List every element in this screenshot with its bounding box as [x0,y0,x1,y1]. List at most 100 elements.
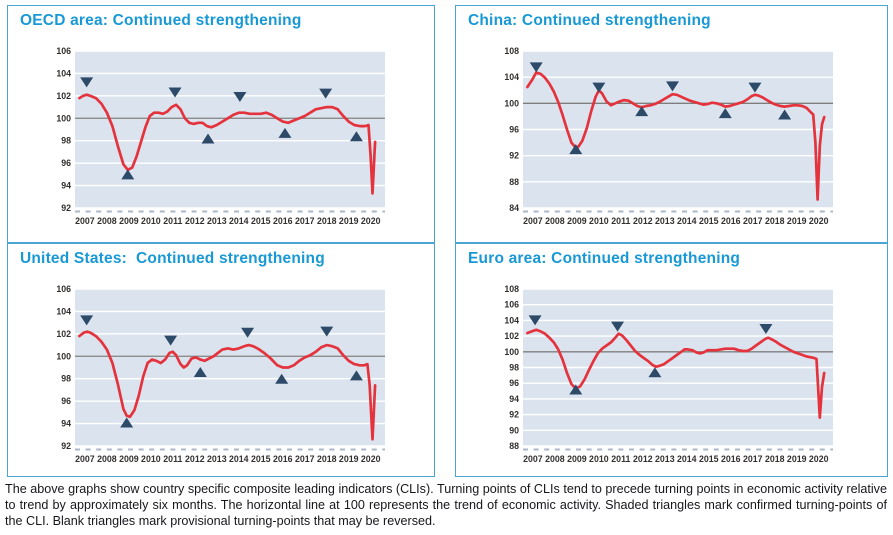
x-tick-label: 2009 [567,454,587,464]
x-tick-label: 2015 [251,216,271,226]
x-tick-label: 2007 [523,216,543,226]
y-tick-label: 102 [56,329,71,339]
x-tick-label: 2015 [699,216,719,226]
x-tick-label: 2018 [317,216,337,226]
trough-marker-icon [201,133,215,144]
x-tick-label: 2010 [141,216,161,226]
x-tick-label: 2010 [589,216,609,226]
x-tick-label: 2010 [589,454,609,464]
x-tick-label: 2019 [787,454,807,464]
cli-line [526,71,826,201]
trough-marker-icon [349,131,363,142]
x-tick-label: 2013 [655,216,675,226]
trough-marker-icon [648,367,662,378]
peak-marker-icon [528,315,542,326]
y-tick-label: 90 [509,425,519,435]
x-tick-label: 2013 [655,454,675,464]
peak-marker-icon [748,82,762,93]
x-tick-label: 2019 [339,454,359,464]
line-chart-svg: 92 94 96 98 100 102 104 106 2007 2008 2009 2010 2011… [56,46,385,226]
x-tick-label: 2012 [185,216,205,226]
x-tick-label: 2011 [611,454,630,464]
x-tick-label: 2013 [207,454,227,464]
y-tick-label: 100 [504,347,519,357]
y-tick-label: 106 [56,46,71,56]
x-tick-label: 2015 [699,454,719,464]
x-tick-label: 2018 [317,454,337,464]
peak-marker-icon [164,335,178,346]
peak-marker-icon [80,77,94,88]
x-tick-label: 2010 [141,454,161,464]
x-tick-label: 2014 [677,216,697,226]
y-tick-label: 92 [61,441,71,451]
x-tick-label: 2007 [75,454,95,464]
peak-marker-icon [592,82,606,93]
peak-marker-icon [168,87,182,98]
cli-line [78,93,377,195]
x-tick-label: 2017 [743,454,763,464]
y-tick-label: 94 [61,419,71,429]
y-tick-label: 104 [504,72,519,82]
y-tick-label: 100 [56,351,71,361]
trough-marker-icon [278,127,292,138]
y-tick-label: 94 [61,181,71,191]
panel-title-oecd-area: OECD area: Continued strengthening [20,12,302,29]
peak-marker-icon [320,326,334,337]
trough-marker-icon [569,384,583,395]
x-tick-label: 2011 [163,216,182,226]
x-tick-label: 2012 [633,454,653,464]
y-tick-label: 104 [56,306,71,316]
y-tick-label: 94 [509,394,519,404]
trough-marker-icon [718,108,732,119]
y-tick-label: 104 [56,68,71,78]
panel-title-euro-area: Euro area: Continued strengthening [468,250,741,267]
x-tick-label: 2020 [361,216,381,226]
peak-marker-icon [233,91,247,102]
x-tick-label: 2016 [721,454,741,464]
line-chart-svg: 92 94 96 98 100 102 104 106 2007 2008 2009 2010 2011… [56,284,385,464]
trough-marker-icon [275,373,289,384]
plot-background [75,51,385,208]
cli-line [78,330,377,441]
x-tick-label: 2017 [295,454,315,464]
y-tick-label: 100 [56,113,71,123]
peak-marker-icon [611,321,625,332]
trough-marker-icon [349,370,363,381]
panel-title-united-states: United States: Continued strengthening [20,250,325,267]
y-tick-label: 100 [504,98,519,108]
x-tick-label: 2020 [361,454,381,464]
x-tick-label: 2011 [611,216,630,226]
cli-chart-oecd-area: 92 94 96 98 100 102 104 106 2007 2008 2009 2010 2011… [8,6,434,242]
y-tick-label: 98 [61,374,71,384]
panel-title-china: China: Continued strengthening [468,12,711,29]
trough-marker-icon [569,144,583,155]
cli-chart-china: 84 88 92 96 100 104 108 2007 2008 2009 2010 2011 201… [456,6,887,242]
y-tick-label: 92 [61,203,71,213]
plot-background [75,289,385,446]
y-tick-label: 102 [504,331,519,341]
y-tick-label: 96 [509,125,519,135]
y-tick-label: 84 [509,203,519,213]
y-tick-label: 98 [509,363,519,373]
x-tick-label: 2019 [787,216,807,226]
x-tick-label: 2015 [251,454,271,464]
x-tick-label: 2017 [295,216,315,226]
trough-marker-icon [778,109,792,120]
y-tick-label: 102 [56,91,71,101]
peak-marker-icon [759,324,773,335]
x-tick-label: 2018 [765,454,785,464]
y-tick-label: 92 [509,151,519,161]
x-tick-label: 2008 [97,216,117,226]
x-tick-label: 2012 [633,216,653,226]
trough-marker-icon [635,106,649,117]
panel-oecd-area: OECD area: Continued strengthening 92 94 9… [7,5,435,243]
x-tick-label: 2009 [567,216,587,226]
x-tick-label: 2018 [765,216,785,226]
x-tick-label: 2014 [229,216,249,226]
y-tick-label: 108 [504,46,519,56]
x-tick-label: 2008 [545,454,565,464]
x-tick-label: 2012 [185,454,205,464]
x-tick-label: 2011 [163,454,182,464]
